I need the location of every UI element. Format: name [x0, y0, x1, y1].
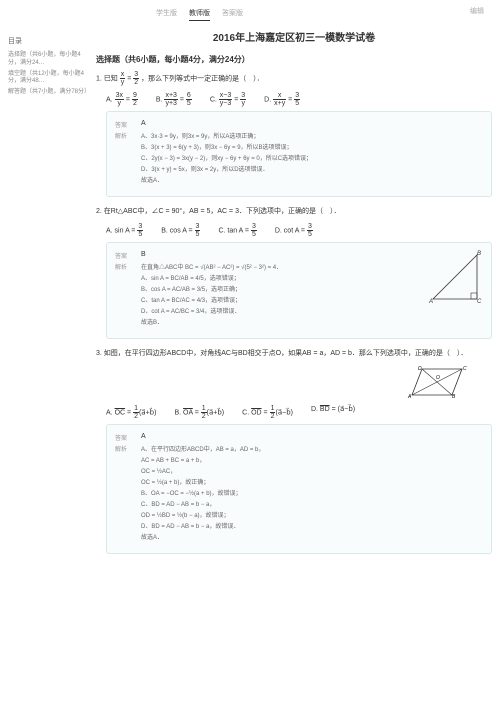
q3-opt-d: D. BD = (a⃗−b⃗) [311, 405, 355, 420]
analysis-label: 解析 [115, 131, 127, 188]
toc-item[interactable]: 选择题（共6小题，每小题4分，满分24… [8, 52, 92, 68]
toc-title: 目录 [8, 36, 92, 46]
q1-options: A. 3xy = 92 B. x+3y+3 = 65 C. x−3y−3 = 3… [106, 92, 492, 107]
answer-label: 答案 [115, 120, 127, 129]
q3-opt-c: C. OD = 12(a⃗−b⃗) [242, 405, 293, 420]
tab-answer[interactable]: 答案版 [222, 6, 243, 21]
q2-ana-2: C、tan A = BC/AC = 4/3，选项错误； [141, 297, 282, 306]
edit-link[interactable]: 编辑 [470, 6, 484, 21]
q2-answer-box: A C B 答案B 解析 在直角△ABC中 BC = √(AB² − AC²) … [106, 242, 492, 339]
q3-ana-1: AC = AB + BC = a + b， [141, 457, 264, 466]
q2-options: A. sin A = 35 B. cos A = 35 C. tan A = 3… [106, 223, 492, 238]
paper-title: 2016年上海嘉定区初三一模数学试卷 [96, 29, 492, 44]
q2-ana-0: A、sin A = BC/AB = 4/5，选项错误； [141, 275, 282, 284]
q2-opt-c: C. tan A = 35 [218, 223, 256, 238]
q3-ana-3: OC = ½(a + b)，故正确； [141, 479, 264, 488]
page-root: 目录 选择题（共6小题，每小题4分，满分24… 填空题（共12小题，每小题4分，… [0, 0, 504, 564]
q3-ana-8: 故选A． [141, 534, 264, 543]
section-title: 选择题（共6小题，每小题4分，满分24分） [96, 54, 492, 65]
q1-stem-pre: 1. 已知 [96, 75, 118, 82]
q2-opt-b: B. cos A = 35 [161, 223, 200, 238]
svg-text:B: B [452, 394, 456, 399]
q2-ana-3: D、cot A = AC/BC = 3/4，选项错误． [141, 308, 282, 317]
q1-opt-a: A. 3xy = 92 [106, 92, 138, 107]
q3-ana-7: D、BD = AD − AB = b − a，故错误． [141, 523, 264, 532]
svg-text:B: B [477, 251, 481, 257]
sidebar: 目录 选择题（共6小题，每小题4分，满分24… 填空题（共12小题，每小题4分，… [0, 0, 96, 564]
q1-ana-1: B、3(x + 3) = 6(y + 3)，则3x − 6y = 9，所以B选项… [141, 144, 312, 153]
toc-item[interactable]: 填空题（共12小题，每小题4分，满分48… [8, 71, 92, 87]
q1-opt-d: D. xx+y = 35 [264, 92, 300, 107]
parallelogram-figure: A B C D O [106, 365, 492, 401]
version-tabs: 学生版 教师版 答案版 编辑 [96, 6, 492, 21]
q3-ana-6: OD = ½BD = ½(b − a)，故错误； [141, 512, 264, 521]
svg-text:A: A [428, 299, 433, 305]
q1-answer: A [141, 120, 146, 129]
toc-item[interactable]: 解答题（共7小题，满分78分） [8, 89, 92, 97]
q2-opt-a: A. sin A = 35 [106, 223, 143, 238]
q2-opt-d: D. cot A = 35 [275, 223, 313, 238]
q1-answer-box: 答案 A 解析 A、3x·3 = 9y，则3x = 9y，所以A选项正确； B、3… [106, 111, 492, 197]
svg-text:D: D [418, 366, 422, 372]
q2-answer: B [141, 251, 146, 260]
q1-opt-b: B. x+3y+3 = 65 [156, 92, 192, 107]
q2-ana-4: 故选B． [141, 319, 282, 328]
q1-ana-0: A、3x·3 = 9y，则3x = 9y，所以A选项正确； [141, 133, 312, 142]
q1-ana-2: C、2y(x − 3) = 3x(y − 2)，则xy − 6y + 6y = … [141, 155, 312, 164]
main-content: 学生版 教师版 答案版 编辑 2016年上海嘉定区初三一模数学试卷 选择题（共6… [96, 0, 504, 564]
q3-opt-a: A. OC = 12(a⃗+b⃗) [106, 405, 156, 420]
svg-text:O: O [436, 375, 440, 381]
tab-student[interactable]: 学生版 [156, 6, 177, 21]
triangle-figure: A C B [427, 249, 483, 305]
q1-ana-4: 故选A． [141, 177, 312, 186]
question-2: 2. 在Rt△ABC中，∠C = 90°，AB = 5，AC = 3．下列选项中… [96, 207, 492, 217]
q3-opt-b: B. OA = 12(a⃗+b⃗) [174, 405, 224, 420]
q3-options: A. OC = 12(a⃗+b⃗) B. OA = 12(a⃗+b⃗) C. O… [106, 405, 492, 420]
q3-answer: A [141, 433, 146, 442]
tab-teacher[interactable]: 教师版 [189, 6, 210, 21]
q1-frac: xy [120, 71, 126, 86]
q3-ana-5: C、BD = AD − AB = b − a， [141, 501, 264, 510]
question-3: 3. 如图，在平行四边形ABCD中，对角线AC与BD相交于点O，如果AB = a… [96, 349, 492, 359]
q2-ana-head: 在直角△ABC中 BC = √(AB² − AC²) = √(5² − 3²) … [141, 264, 282, 273]
q1-ana-3: D、3(x + y) = 5x，则3x = 2y，所以D选项错误． [141, 166, 312, 175]
svg-text:A: A [407, 394, 412, 399]
svg-text:C: C [477, 299, 482, 305]
question-1: 1. 已知 xy = 32 ，那么下列等式中一定正确的是（ ）． [96, 71, 492, 86]
q1-stem-post: ，那么下列等式中一定正确的是（ ）． [141, 75, 264, 82]
svg-text:C: C [463, 366, 467, 372]
q3-ana-4: B、OA = −OC = −½(a + b)，故错误； [141, 490, 264, 499]
q3-ana-0: A、在平行四边形ABCD中，AB = a，AD = b， [141, 446, 264, 455]
q3-answer-box: 答案A 解析 A、在平行四边形ABCD中，AB = a，AD = b， AC =… [106, 424, 492, 554]
q3-ana-2: OC = ½AC， [141, 468, 264, 477]
q2-ana-1: B、cos A = AC/AB = 3/5，选项正确； [141, 286, 282, 295]
q1-opt-c: C. x−3y−3 = 3y [210, 92, 246, 107]
